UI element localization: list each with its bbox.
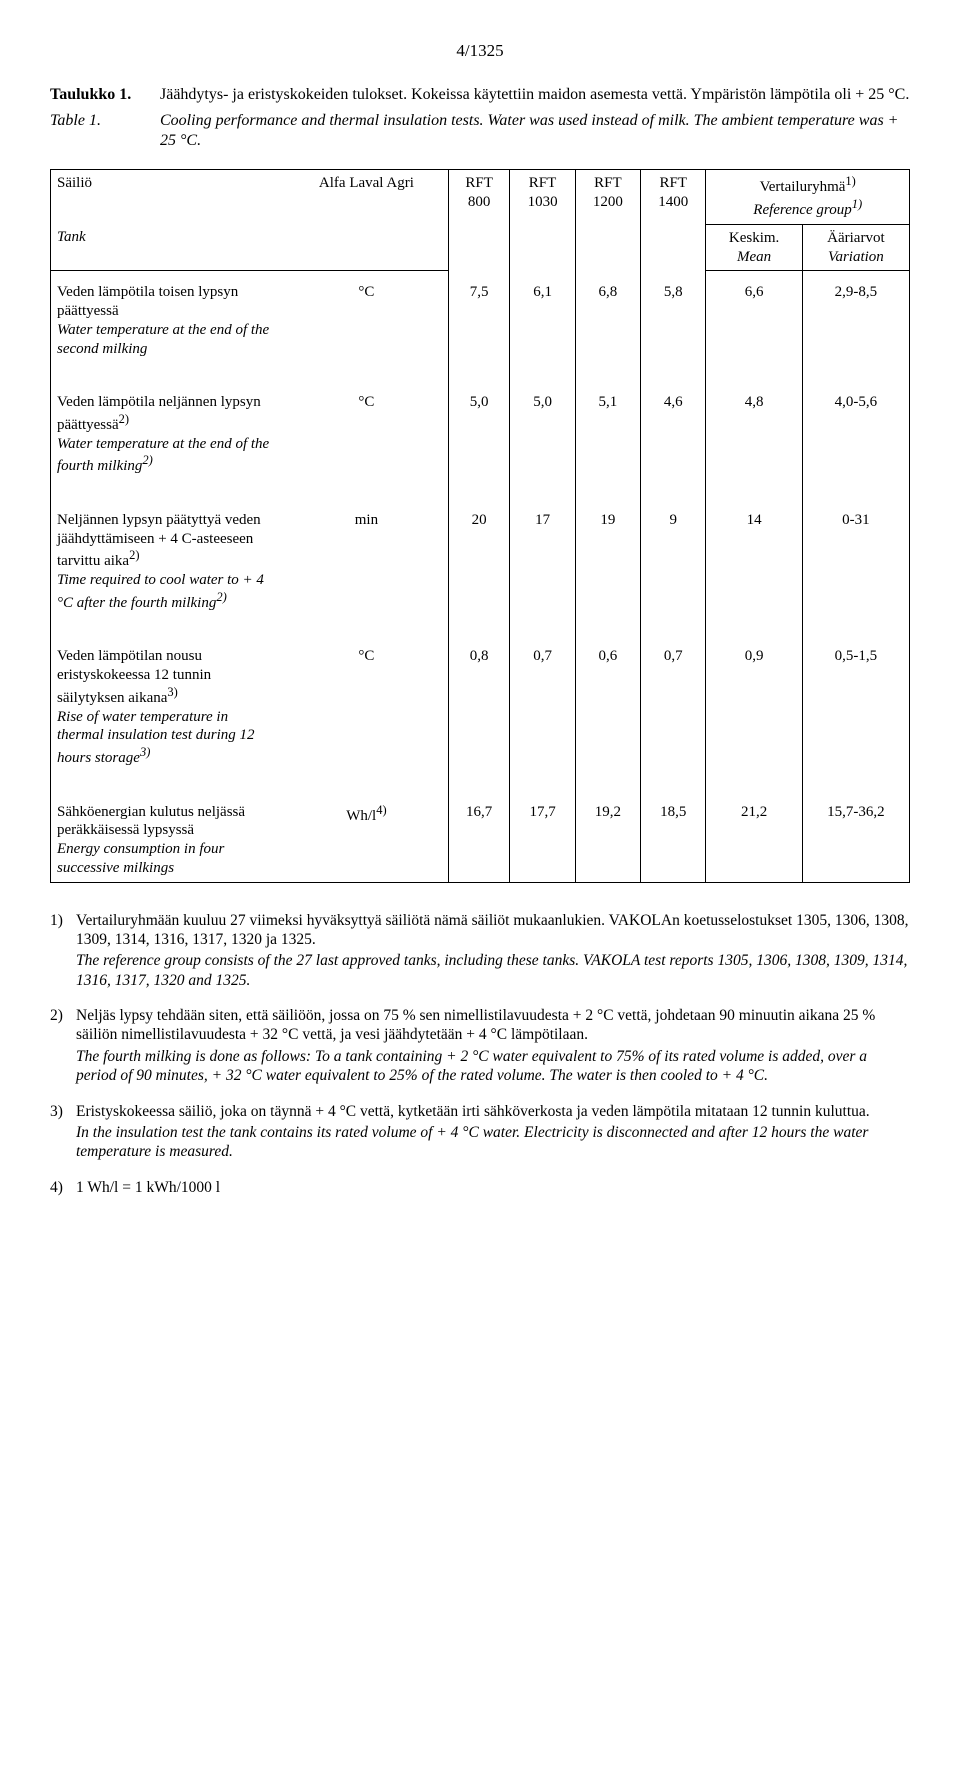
cell: 17 [510,507,575,617]
footnote-num: 1) [50,911,76,993]
row-label: Veden lämpötila toisen lypsyn päättyessä… [51,279,286,362]
caption-fi: Taulukko 1. Jäähdytys- ja eristyskokeide… [50,85,910,105]
row-unit: °C [285,279,448,362]
cell: 0,7 [641,643,706,772]
footnote-num: 4) [50,1178,76,1199]
cell: 6,8 [575,279,640,362]
cell: 0,9 [706,643,802,772]
cell: 18,5 [641,799,706,883]
row-label: Veden lämpötila neljännen lypsyn päättye… [51,389,286,480]
footnotes: 1)Vertailuryhmään kuuluu 27 viimeksi hyv… [50,911,910,1200]
cell: 19,2 [575,799,640,883]
cell: 17,7 [510,799,575,883]
row-label: Neljännen lypsyn päätyttyä veden jäähdyt… [51,507,286,617]
hdr-col-3: RFT1400 [641,170,706,271]
page-number: 4/1325 [50,40,910,61]
cell: 0-31 [802,507,909,617]
cell: 15,7-36,2 [802,799,909,883]
footnote-num: 3) [50,1102,76,1164]
cell: 19 [575,507,640,617]
row-unit: Wh/l4) [285,799,448,883]
cell: 4,0-5,6 [802,389,909,480]
hdr-var: ÄäriarvotVariation [802,224,909,271]
cell: 20 [448,507,510,617]
cell: 4,8 [706,389,802,480]
cell: 0,6 [575,643,640,772]
cell: 5,0 [448,389,510,480]
footnote-body: 1 Wh/l = 1 kWh/1000 l [76,1178,910,1199]
hdr-brand: Alfa Laval Agri [285,170,448,225]
cell: 16,7 [448,799,510,883]
row-unit: °C [285,643,448,772]
footnote-num: 2) [50,1006,76,1088]
footnote-body: Eristyskokeessa säiliö, joka on täynnä +… [76,1102,910,1164]
cell: 2,9-8,5 [802,279,909,362]
row-label: Veden lämpötilan nousu eristyskokeessa 1… [51,643,286,772]
caption-en: Table 1. Cooling performance and thermal… [50,111,910,151]
cell: 14 [706,507,802,617]
footnote: 1)Vertailuryhmään kuuluu 27 viimeksi hyv… [50,911,910,993]
caption-fi-text: Jäähdytys- ja eristyskokeiden tulokset. … [160,85,910,105]
cell: 6,1 [510,279,575,362]
cell: 0,7 [510,643,575,772]
footnote: 4)1 Wh/l = 1 kWh/1000 l [50,1178,910,1199]
row-unit: min [285,507,448,617]
hdr-col-0: RFT800 [448,170,510,271]
cell: 5,8 [641,279,706,362]
hdr-col-1: RFT1030 [510,170,575,271]
caption-en-label: Table 1. [50,111,160,151]
cell: 4,6 [641,389,706,480]
row-unit: °C [285,389,448,480]
hdr-tank-fi: Säiliö [51,170,286,225]
footnote: 3)Eristyskokeessa säiliö, joka on täynnä… [50,1102,910,1164]
hdr-col-2: RFT1200 [575,170,640,271]
row-label: Sähköenergian kulutus neljässä peräkkäis… [51,799,286,883]
cell: 5,0 [510,389,575,480]
footnote-body: Vertailuryhmään kuuluu 27 viimeksi hyväk… [76,911,910,993]
caption-en-text: Cooling performance and thermal insulati… [160,111,910,151]
cell: 0,5-1,5 [802,643,909,772]
footnote-body: Neljäs lypsy tehdään siten, että säiliöö… [76,1006,910,1088]
hdr-mean: Keskim.Mean [706,224,802,271]
cell: 7,5 [448,279,510,362]
cell: 0,8 [448,643,510,772]
cell: 6,6 [706,279,802,362]
results-table: Säiliö Alfa Laval Agri RFT800 RFT1030 RF… [50,169,910,882]
cell: 21,2 [706,799,802,883]
caption-fi-label: Taulukko 1. [50,85,160,105]
cell: 9 [641,507,706,617]
hdr-refgroup: Vertailuryhmä1) Reference group1) [706,170,910,225]
cell: 5,1 [575,389,640,480]
footnote: 2)Neljäs lypsy tehdään siten, että säili… [50,1006,910,1088]
hdr-tank-en: Tank [51,224,286,271]
